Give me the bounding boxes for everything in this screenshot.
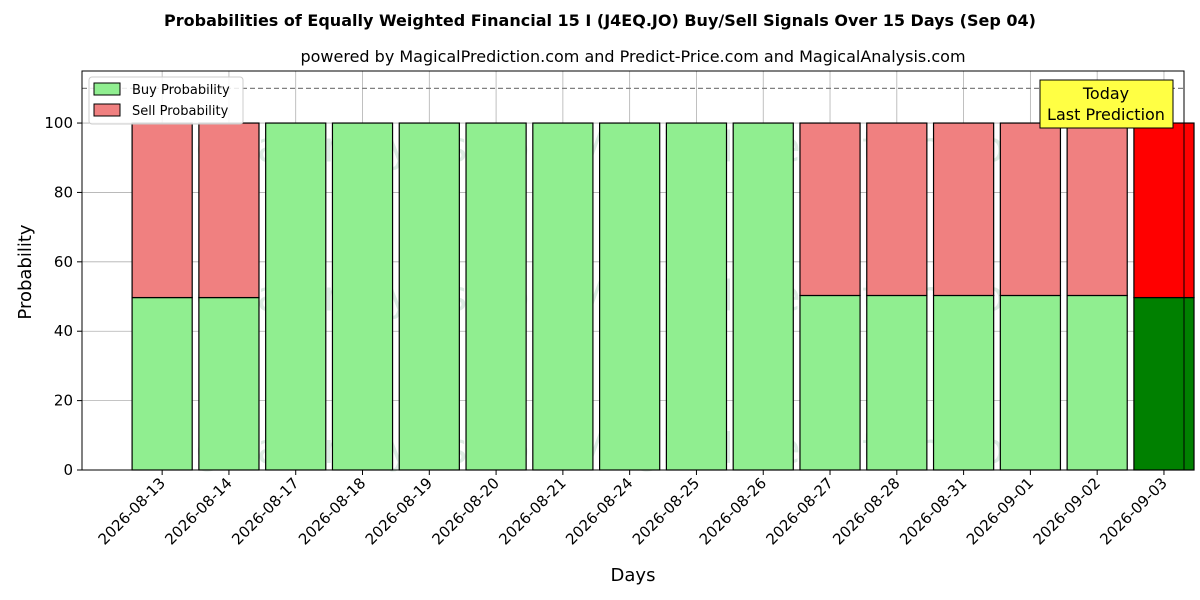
x-tick-label: 2026-08-28 xyxy=(829,474,903,548)
buy-bar xyxy=(665,122,728,471)
x-ticks: 2026-08-132026-08-142026-08-172026-08-18… xyxy=(95,470,1171,548)
legend-swatch xyxy=(93,103,121,117)
y-tick-label: 80 xyxy=(54,183,73,201)
x-tick-label: 2026-08-31 xyxy=(896,474,970,548)
y-ticks: 0 20 40 60 80 100 xyxy=(44,114,82,479)
buy-bar xyxy=(331,122,394,471)
x-tick-label: 2026-08-13 xyxy=(95,474,169,548)
annotation-text: Last Prediction xyxy=(1047,105,1165,124)
chart-title: Probabilities of Equally Weighted Financ… xyxy=(164,11,1036,30)
legend: Buy Probability Sell Probability xyxy=(88,76,244,125)
x-tick-label: 2026-08-19 xyxy=(362,474,436,548)
buy-bar xyxy=(398,122,460,471)
x-tick-label: 2026-08-21 xyxy=(495,474,569,548)
buy-bar xyxy=(799,294,861,471)
buy-bar xyxy=(932,294,995,471)
buy-bar xyxy=(1066,294,1128,471)
buy-bar xyxy=(599,122,661,471)
y-axis-label: Probability xyxy=(15,224,36,319)
plot-frame xyxy=(81,70,1185,471)
buy-bar xyxy=(265,122,327,471)
sell-bar xyxy=(1133,122,1195,299)
buy-bar xyxy=(465,122,527,471)
buy-bar xyxy=(131,296,193,471)
buy-bar xyxy=(866,294,928,471)
buy-bar xyxy=(732,122,794,471)
x-tick-label: 2026-08-27 xyxy=(762,474,836,548)
legend-label: Buy Probability xyxy=(132,83,230,98)
legend-label: Sell Probability xyxy=(132,104,229,119)
x-tick-label: 2026-09-02 xyxy=(1030,474,1104,548)
chart-subtitle: powered by MagicalPrediction.com and Pre… xyxy=(300,47,965,66)
x-tick-label: 2026-08-14 xyxy=(161,474,235,548)
today-annotation: Today Last Prediction xyxy=(1039,79,1174,129)
buy-bar xyxy=(999,294,1062,471)
x-tick-label: 2026-08-26 xyxy=(696,474,770,548)
x-tick-label: 2026-08-20 xyxy=(429,474,503,548)
legend-swatch xyxy=(93,82,121,96)
x-axis-label: Days xyxy=(611,565,656,586)
y-tick-label: 60 xyxy=(54,253,73,271)
sell-bar xyxy=(1066,122,1128,297)
sell-bar xyxy=(131,122,193,299)
sell-bar xyxy=(198,122,260,299)
sell-bar xyxy=(866,122,928,297)
y-tick-label: 100 xyxy=(44,114,73,132)
y-tick-label: 40 xyxy=(54,322,73,340)
buy-bar xyxy=(198,296,260,471)
buy-bar xyxy=(532,122,594,471)
x-tick-label: 2026-09-03 xyxy=(1096,474,1170,548)
sell-bar xyxy=(799,122,861,297)
y-tick-label: 20 xyxy=(54,392,73,410)
x-tick-label: 2026-08-18 xyxy=(295,474,369,548)
x-tick-label: 2026-09-01 xyxy=(963,474,1037,548)
annotation-box xyxy=(1039,79,1174,129)
sell-bar xyxy=(999,122,1062,297)
y-tick-label: 0 xyxy=(63,461,73,479)
annotation-text: Today xyxy=(1082,84,1129,103)
sell-bar xyxy=(932,122,995,297)
x-tick-label: 2026-08-17 xyxy=(228,474,302,548)
buy-bar xyxy=(1133,296,1195,471)
x-tick-label: 2026-08-24 xyxy=(562,474,636,548)
x-tick-label: 2026-08-25 xyxy=(629,474,703,548)
legend-box xyxy=(88,76,244,125)
